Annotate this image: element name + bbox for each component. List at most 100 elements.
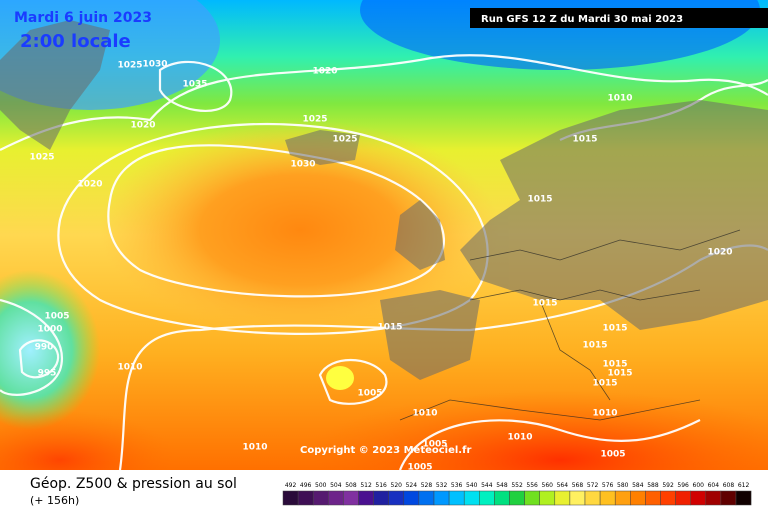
isobar-label: 1025 bbox=[332, 135, 357, 145]
forecast-time: 2:00 locale bbox=[20, 31, 131, 52]
scale-label: 612 bbox=[738, 482, 750, 489]
isobar-label: 1010 bbox=[242, 443, 267, 453]
scale-label: 600 bbox=[693, 482, 705, 489]
scale-label: 496 bbox=[300, 482, 312, 489]
scale-swatch bbox=[328, 490, 344, 506]
scale-swatch bbox=[614, 490, 631, 506]
scale-label: 500 bbox=[315, 482, 327, 489]
isobar-label: 1005 bbox=[600, 450, 625, 460]
scale-swatch bbox=[660, 490, 676, 506]
isobar-label: 1010 bbox=[117, 363, 142, 373]
isobar-label: 1020 bbox=[130, 121, 155, 131]
scale-label: 560 bbox=[542, 482, 554, 489]
scale-swatch bbox=[403, 490, 420, 506]
scale-label: 552 bbox=[511, 482, 523, 489]
isobar-labels: 1025 103010351020102010251020102510251030… bbox=[29, 60, 732, 473]
scale-swatch bbox=[539, 490, 556, 506]
copyright: Copyright © 2023 Meteociel.fr bbox=[300, 445, 471, 456]
scale-swatch bbox=[599, 490, 616, 506]
scale-label: 492 bbox=[285, 482, 297, 489]
isobar-label: 1015 bbox=[527, 195, 552, 205]
scale-label: 604 bbox=[708, 482, 720, 489]
footer-title: Géop. Z500 & pression au sol bbox=[30, 476, 237, 492]
scale-swatch bbox=[645, 490, 661, 506]
scale-swatch bbox=[463, 490, 480, 506]
scale-swatch bbox=[554, 490, 571, 506]
isobar-label: 1015 bbox=[572, 135, 597, 145]
scale-swatch bbox=[358, 490, 374, 506]
isobar-label: 1005 bbox=[407, 463, 432, 473]
scale-label: 596 bbox=[677, 482, 689, 489]
scale-swatch bbox=[282, 490, 299, 506]
scale-label: 608 bbox=[723, 482, 735, 489]
scale-swatch bbox=[388, 490, 405, 506]
isobar-label: 1000 bbox=[37, 325, 62, 335]
isobar-label: 990 bbox=[35, 343, 54, 353]
scale-swatch bbox=[630, 490, 646, 506]
scale-label: 508 bbox=[345, 482, 357, 489]
scale-swatch bbox=[433, 490, 450, 506]
scale-swatch bbox=[735, 490, 752, 506]
scale-swatch bbox=[297, 490, 314, 506]
isobar-label: 1005 bbox=[357, 389, 382, 399]
isobar-label: 1005 bbox=[44, 312, 69, 322]
scale-swatch bbox=[524, 490, 540, 506]
scale-swatch bbox=[343, 490, 359, 506]
scale-swatch bbox=[584, 490, 601, 506]
isobar-label: 1015 bbox=[592, 379, 617, 389]
scale-label: 532 bbox=[436, 482, 448, 489]
isobar-label: 1020 bbox=[312, 67, 337, 77]
isobar-label: 1015 bbox=[602, 324, 627, 334]
isobar-label: 1015 bbox=[602, 360, 627, 370]
scale-swatch bbox=[418, 490, 435, 506]
scale-swatch bbox=[675, 490, 691, 506]
isobar-label: 1025 bbox=[117, 61, 142, 71]
isobar-label: 1010 bbox=[592, 409, 617, 419]
scale-label: 516 bbox=[375, 482, 387, 489]
scale-label: 536 bbox=[451, 482, 463, 489]
scale-swatch bbox=[705, 490, 722, 506]
scale-label: 568 bbox=[572, 482, 584, 489]
isobar-label: 1015 bbox=[532, 299, 557, 309]
scale-swatch bbox=[373, 490, 389, 506]
isobar-label: 995 bbox=[38, 369, 57, 379]
scale-swatch bbox=[569, 490, 586, 506]
scale-label: 588 bbox=[647, 482, 659, 489]
isobar-label: 1015 bbox=[377, 323, 402, 333]
isobar-label: 1020 bbox=[707, 248, 732, 258]
scale-swatch bbox=[720, 490, 737, 506]
isobar-label: 1020 bbox=[77, 180, 102, 190]
color-scale: 492 496 500 504 508 512 516 520 524 528 532 536 540 5… bbox=[282, 482, 752, 506]
isobar-label: 1005 bbox=[422, 440, 447, 450]
scale-label: 512 bbox=[360, 482, 372, 489]
isobar-label: 1030 bbox=[142, 60, 167, 70]
isobar-label: 1015 bbox=[582, 341, 607, 351]
scale-swatch bbox=[479, 490, 495, 506]
scale-label: 564 bbox=[557, 482, 569, 489]
scale-label: 592 bbox=[662, 482, 674, 489]
run-info: Run GFS 12 Z du Mardi 30 mai 2023 bbox=[481, 14, 683, 25]
isobar-label: 1010 bbox=[607, 94, 632, 104]
isobar-label: 1025 bbox=[302, 115, 327, 125]
isobar-label: 1025 bbox=[29, 153, 54, 163]
scale-swatch bbox=[448, 490, 465, 506]
scale-label: 580 bbox=[617, 482, 629, 489]
footer-subtitle: (+ 156h) bbox=[30, 494, 79, 507]
forecast-date: Mardi 6 juin 2023 bbox=[14, 10, 152, 26]
isobar-label: 1010 bbox=[507, 433, 532, 443]
scale-label: 504 bbox=[330, 482, 342, 489]
scale-label: 576 bbox=[602, 482, 614, 489]
run-box bbox=[470, 8, 768, 28]
scale-label: 540 bbox=[466, 482, 478, 489]
scale-swatch bbox=[690, 490, 707, 506]
scale-swatch bbox=[494, 490, 510, 506]
scale-label: 572 bbox=[587, 482, 599, 489]
isobar-label: 1010 bbox=[412, 409, 437, 419]
scale-label: 584 bbox=[632, 482, 644, 489]
scale-label: 544 bbox=[481, 482, 493, 489]
scale-label: 528 bbox=[421, 482, 433, 489]
scale-swatch bbox=[509, 490, 525, 506]
isobar-label: 1030 bbox=[290, 160, 315, 170]
